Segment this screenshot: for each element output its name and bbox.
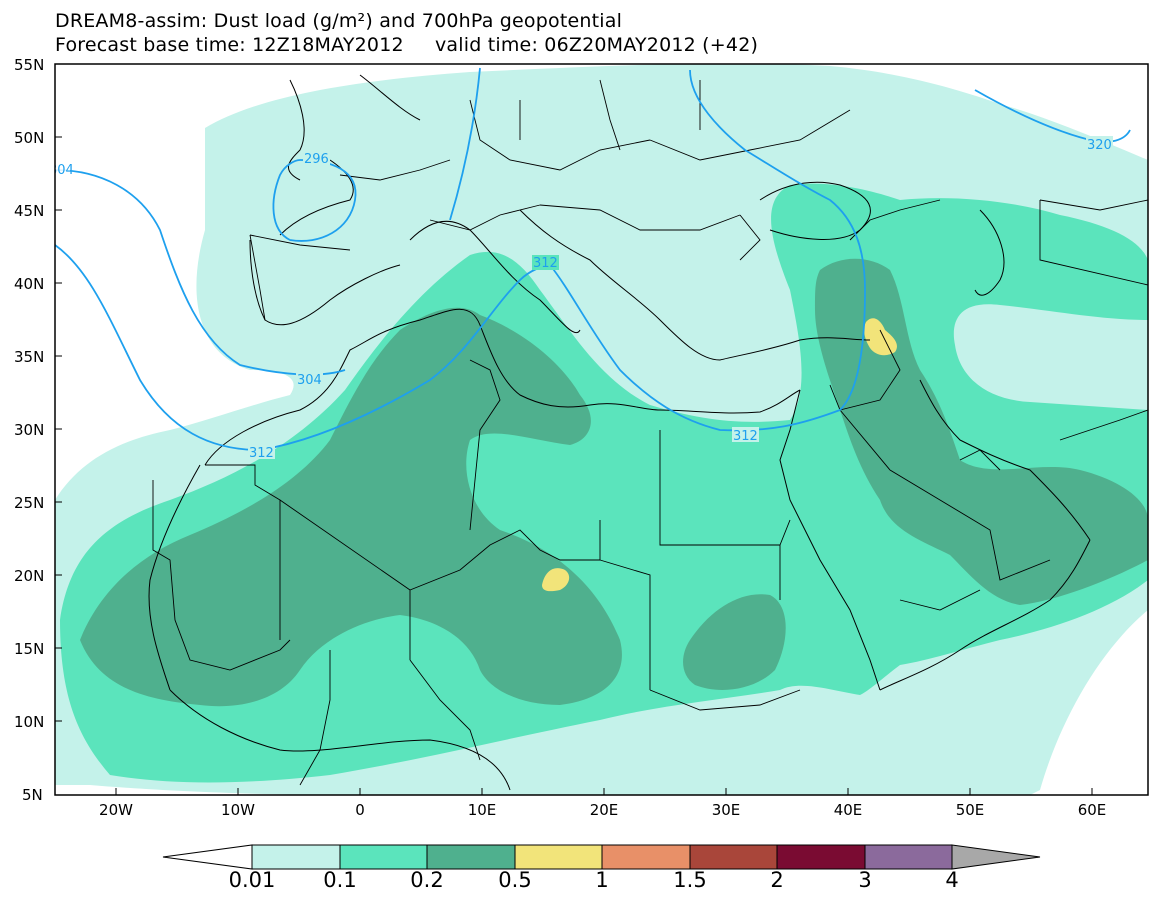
colorbar-label: 0.5 — [498, 868, 532, 892]
contour-312-east — [549, 69, 866, 432]
colorbar-swatch — [776, 844, 866, 870]
colorbar-label: 0.01 — [228, 868, 276, 892]
colorbar-swatch — [514, 844, 603, 870]
country-borders — [152, 79, 1148, 786]
lat-label-30n: 30N — [14, 421, 45, 439]
dust-region-0-01-arabia — [955, 325, 1148, 420]
colorbar-swatch — [689, 844, 778, 870]
colorbar-label: 4 — [945, 868, 959, 892]
contour-label-312-north: 312 — [533, 256, 558, 271]
contour-296 — [272, 159, 357, 242]
lon-label-10w: 10W — [221, 801, 255, 819]
contour-label-312-west: 312 — [249, 446, 274, 461]
lon-label-30e: 30E — [711, 801, 741, 819]
colorbar-label: 0.2 — [410, 868, 444, 892]
lon-label-20e: 20E — [589, 801, 619, 819]
colorbar-label: 2 — [770, 868, 784, 892]
lat-label-35n: 35N — [14, 348, 45, 366]
coastlines — [148, 74, 1091, 791]
lat-label-10n: 10N — [14, 713, 45, 731]
geopotential-contours — [55, 67, 1131, 451]
colorbar-high-arrow — [951, 844, 1041, 870]
lat-label-5n: 5N — [22, 786, 43, 804]
colorbar-label: 3 — [858, 868, 872, 892]
dust-region-0-2-arabia — [815, 258, 1148, 605]
lat-label-55n: 55N — [14, 56, 45, 74]
contour-label-320: 320 — [1087, 138, 1112, 153]
contour-label-296: 296 — [304, 152, 329, 167]
dust-region-0-2-sudan — [683, 594, 786, 690]
lon-label-0: 0 — [355, 801, 365, 819]
contour-304-north — [449, 67, 481, 221]
contour-304-west — [55, 169, 346, 376]
contour-320 — [974, 89, 1131, 143]
map-title: DREAM8-assim: Dust load (g/m²) and 700hP… — [55, 10, 623, 32]
contour-label-304-south: 304 — [297, 373, 322, 388]
axis-ticks — [55, 63, 1093, 795]
dust-region-0-5-iraq — [864, 318, 897, 356]
lat-label-50n: 50N — [14, 129, 45, 147]
contour-label-304-west: 304 — [49, 163, 74, 178]
lon-label-10e: 10E — [467, 801, 497, 819]
lon-label-40e: 40E — [833, 801, 863, 819]
lon-label-50e: 50E — [955, 801, 985, 819]
contour-labels: 304 296 312 304 312 312 320 — [49, 136, 1113, 461]
lon-label-20w: 20W — [99, 801, 133, 819]
lat-label-40n: 40N — [14, 275, 45, 293]
lat-label-25n: 25N — [14, 494, 45, 512]
colorbar-swatch — [426, 844, 516, 870]
colorbar-label: 1 — [595, 868, 609, 892]
lat-label-20n: 20N — [14, 567, 45, 585]
lon-label-60e: 60E — [1077, 801, 1107, 819]
colorbar-low-arrow — [162, 844, 253, 870]
dust-region-0-2-west — [80, 307, 622, 707]
map-subtitle: Forecast base time: 12Z18MAY2012 valid t… — [55, 34, 759, 56]
colorbar-label: 0.1 — [323, 868, 357, 892]
contour-label-312-east: 312 — [733, 429, 758, 444]
lat-label-45n: 45N — [14, 202, 45, 220]
dust-region-0-5-chad — [542, 568, 570, 592]
colorbar-swatch — [251, 844, 341, 870]
colorbar-swatch — [601, 844, 691, 870]
colorbar — [162, 844, 1041, 870]
lat-label-15n: 15N — [14, 640, 45, 658]
colorbar-swatch — [339, 844, 428, 870]
contour-312-west — [55, 244, 551, 451]
colorbar-label: 1.5 — [673, 868, 707, 892]
colorbar-swatch — [864, 844, 953, 870]
